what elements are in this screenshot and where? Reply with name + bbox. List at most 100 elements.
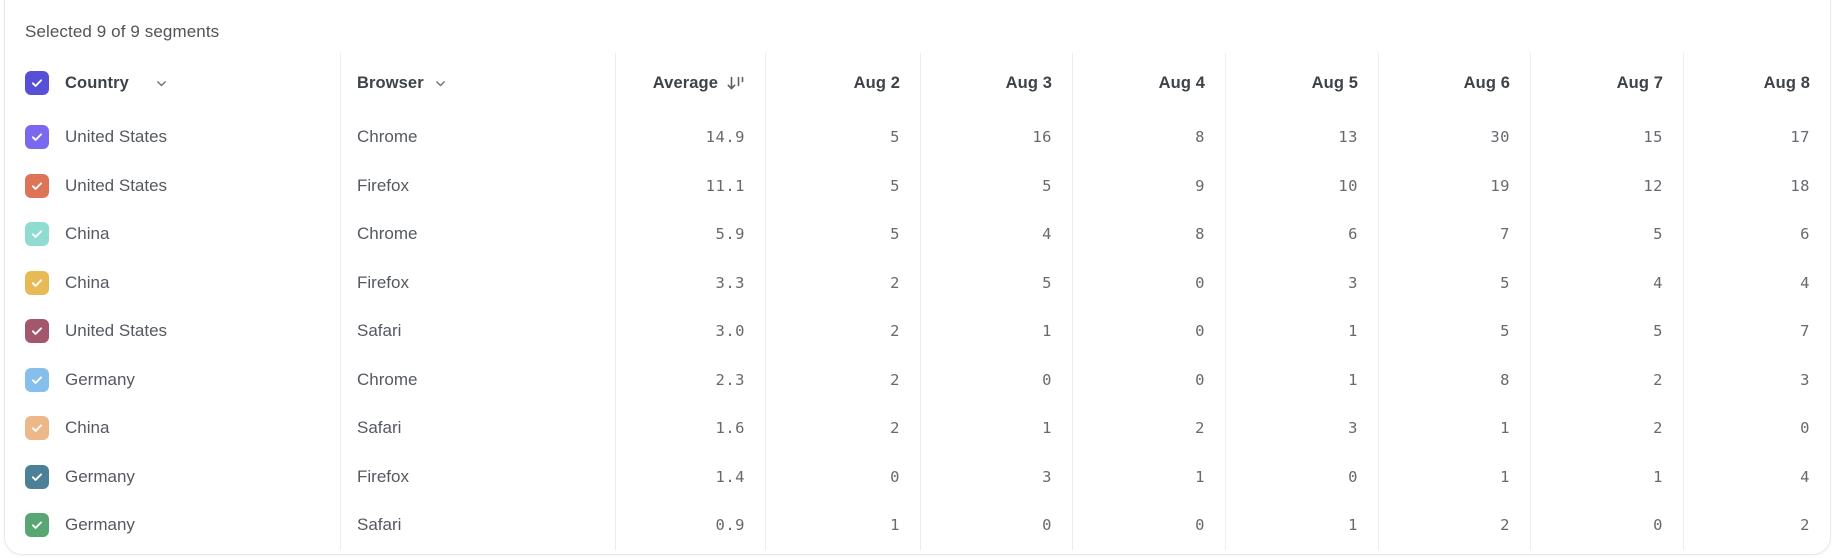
checkmark-icon: [30, 324, 44, 338]
day-value-cell: 2: [765, 404, 920, 453]
day-value-cell: 2: [1530, 404, 1683, 453]
row-checkbox[interactable]: [25, 416, 49, 441]
column-header-average[interactable]: Average: [615, 53, 765, 113]
day-value: 1: [1500, 419, 1510, 438]
day-value-cell: 5: [1378, 307, 1530, 356]
day-value: 8: [1195, 225, 1205, 244]
day-value: 8: [1500, 370, 1510, 389]
country-cell: China: [5, 259, 340, 308]
browser-label: Chrome: [357, 127, 418, 147]
day-value: 0: [1195, 322, 1205, 341]
day-value-cell: 8: [1072, 113, 1225, 162]
column-header-day[interactable]: Aug 6: [1378, 53, 1530, 113]
average-cell: 5.9: [615, 210, 765, 259]
day-value: 0: [1195, 273, 1205, 292]
day-value-cell: 4: [1683, 452, 1830, 501]
column-header-day[interactable]: Aug 3: [920, 53, 1072, 113]
average-value: 5.9: [715, 225, 745, 244]
browser-label: Firefox: [357, 272, 409, 292]
browser-label: Firefox: [357, 175, 409, 195]
day-value-cell: 2: [1072, 404, 1225, 453]
average-value: 11.1: [705, 176, 745, 195]
country-label: Germany: [65, 515, 135, 535]
sort-descending-icon: [727, 76, 745, 91]
day-value-cell: 1: [1225, 355, 1378, 404]
country-cell: Germany: [5, 356, 340, 405]
day-value-cell: 1: [920, 307, 1072, 356]
day-value: 5: [890, 176, 900, 195]
day-value: 0: [1195, 370, 1205, 389]
day-value: 3: [1800, 370, 1810, 389]
checkmark-icon: [30, 518, 44, 532]
day-value-cell: 0: [765, 452, 920, 501]
day-value-cell: 5: [920, 161, 1072, 210]
day-header-label: Aug 7: [1616, 73, 1663, 92]
country-cell: United States: [5, 307, 340, 356]
day-value: 7: [1800, 322, 1810, 341]
day-value-cell: 0: [1072, 258, 1225, 307]
column-header-day[interactable]: Aug 2: [765, 53, 920, 113]
day-value: 0: [1653, 516, 1663, 535]
day-value: 1: [1348, 322, 1358, 341]
day-value: 6: [1800, 225, 1810, 244]
row-checkbox[interactable]: [25, 513, 49, 538]
average-cell: 3.3: [615, 258, 765, 307]
day-header-label: Aug 4: [1158, 73, 1205, 92]
row-checkbox[interactable]: [25, 125, 49, 150]
average-value: 3.3: [715, 273, 745, 292]
average-cell: 2.3: [615, 355, 765, 404]
day-value: 0: [1800, 419, 1810, 438]
day-value: 1: [1348, 370, 1358, 389]
day-value-cell: 5: [1530, 307, 1683, 356]
day-value-cell: 16: [920, 113, 1072, 162]
day-value-cell: 5: [765, 113, 920, 162]
country-cell: United States: [5, 162, 340, 211]
day-value-cell: 1: [1378, 452, 1530, 501]
day-value: 5: [1042, 273, 1052, 292]
row-checkbox[interactable]: [25, 173, 49, 198]
day-value-cell: 0: [1530, 501, 1683, 550]
column-header-day[interactable]: Aug 8: [1683, 53, 1830, 113]
row-checkbox[interactable]: [25, 367, 49, 392]
country-label: Germany: [65, 466, 135, 486]
day-value-cell: 12: [1530, 161, 1683, 210]
day-value-cell: 6: [1225, 210, 1378, 259]
day-value: 4: [1800, 467, 1810, 486]
day-value-cell: 0: [1683, 404, 1830, 453]
day-value-cell: 5: [1378, 258, 1530, 307]
day-value: 2: [890, 370, 900, 389]
day-value-cell: 7: [1683, 307, 1830, 356]
checkmark-icon: [30, 373, 44, 387]
column-header-country[interactable]: Country: [5, 53, 340, 113]
day-value: 0: [1042, 516, 1052, 535]
country-label: China: [65, 224, 110, 244]
column-header-day[interactable]: Aug 7: [1530, 53, 1683, 113]
day-value-cell: 5: [765, 161, 920, 210]
day-value: 1: [1195, 467, 1205, 486]
row-checkbox[interactable]: [25, 319, 49, 344]
day-value-cell: 1: [1072, 452, 1225, 501]
select-all-checkbox[interactable]: [25, 71, 49, 95]
day-value: 0: [890, 467, 900, 486]
average-value: 1.4: [715, 467, 745, 486]
day-value: 2: [890, 322, 900, 341]
day-value-cell: 0: [920, 501, 1072, 550]
column-header-day[interactable]: Aug 4: [1072, 53, 1225, 113]
average-header-label: Average: [652, 73, 718, 92]
country-cell: China: [5, 404, 340, 453]
average-value: 0.9: [715, 516, 745, 535]
day-value: 0: [1195, 516, 1205, 535]
day-value: 17: [1790, 128, 1810, 147]
day-value: 0: [1042, 370, 1052, 389]
row-checkbox[interactable]: [25, 464, 49, 489]
day-value-cell: 2: [765, 355, 920, 404]
day-value-cell: 8: [1378, 355, 1530, 404]
column-header-browser[interactable]: Browser: [340, 53, 615, 113]
column-header-day[interactable]: Aug 5: [1225, 53, 1378, 113]
row-checkbox[interactable]: [25, 222, 49, 247]
day-value-cell: 30: [1378, 113, 1530, 162]
row-checkbox[interactable]: [25, 270, 49, 295]
browser-label: Safari: [357, 321, 402, 341]
average-cell: 1.6: [615, 404, 765, 453]
browser-cell: Chrome: [340, 355, 615, 404]
